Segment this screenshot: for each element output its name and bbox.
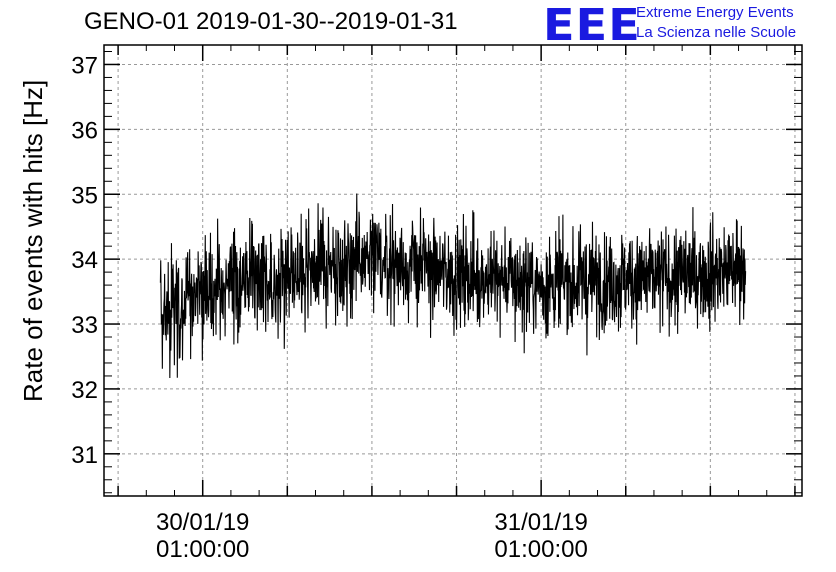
y-tick-label: 32 xyxy=(71,377,98,404)
chart-title: GENO-01 2019-01-30--2019-01-31 xyxy=(84,8,458,35)
y-tick-label: 36 xyxy=(71,117,98,144)
tick-layer xyxy=(104,45,802,496)
y-tick-label: 33 xyxy=(71,312,98,339)
y-tick-label: 34 xyxy=(71,247,98,274)
logo-caption-line2: La Scienza nelle Scuole xyxy=(636,24,797,41)
grid-layer xyxy=(104,45,802,496)
x-tick-label-date: 30/01/19 xyxy=(156,509,249,536)
rate-series-line xyxy=(159,193,747,378)
x-tick-label-time: 01:00:00 xyxy=(494,536,587,563)
y-axis-label: Rate of events with hits [Hz] xyxy=(18,79,48,402)
plot-frame xyxy=(103,44,803,497)
label-layer: 3132333435363730/01/1901:00:0031/01/1901… xyxy=(71,52,588,563)
y-tick-label: 31 xyxy=(71,442,98,469)
y-tick-label: 35 xyxy=(71,182,98,209)
series-layer xyxy=(159,193,747,378)
x-tick-label-time: 01:00:00 xyxy=(156,536,249,563)
y-tick-label: 37 xyxy=(71,52,98,79)
eee-logo: EEE xyxy=(543,0,641,51)
x-tick-label-date: 31/01/19 xyxy=(494,509,587,536)
logo-caption-line1: Extreme Energy Events xyxy=(636,4,794,21)
